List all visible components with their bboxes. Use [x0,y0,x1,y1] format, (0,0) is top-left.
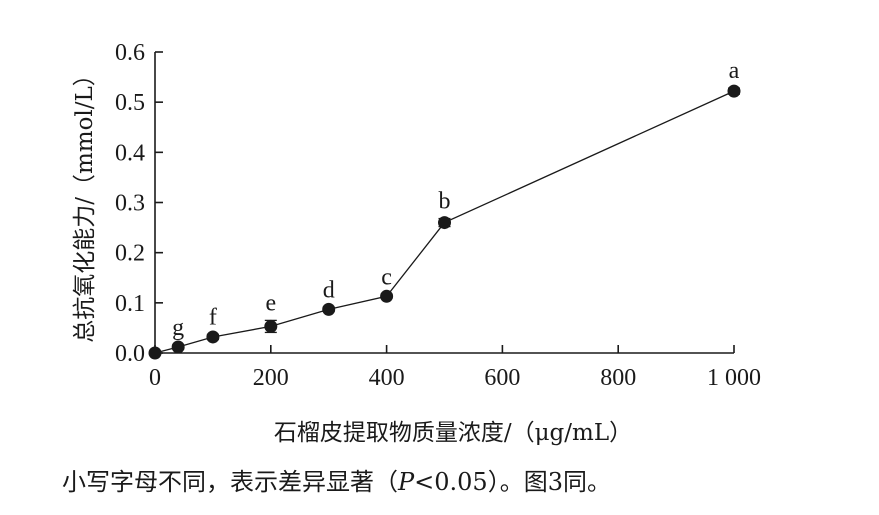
data-point [264,319,278,333]
y-tick-label: 0.1 [115,291,145,317]
y-tick-label: 0.3 [115,191,145,217]
data-point [148,346,162,360]
significance-letter: d [323,277,335,303]
data-point [171,340,185,354]
data-point [438,216,451,230]
data-point [380,289,394,303]
significance-letter: a [729,58,740,84]
y-tick-label: 0.4 [115,140,145,166]
y-axis-title: 总抗氧化能力/（mmol/L） [72,63,98,343]
y-tick-label: 0.5 [115,90,145,116]
data-point [206,330,220,344]
footnote-p-symbol: P [398,468,415,496]
significance-letter: b [439,189,451,215]
footnote-text-before: 小写字母不同，表示差异显著（ [62,468,398,496]
x-tick-label: 400 [369,365,405,391]
x-tick-label: 200 [253,365,289,391]
y-tick-label: 0.0 [115,341,145,367]
axes: 0.0 0.1 0.2 0.3 0.4 0.5 0.6 0 200 400 600 800 1 000 [115,40,761,391]
x-tick-label: 800 [600,365,636,391]
chart: 0.00.10.20.30.40.50.60 200 400 600 800 1 000 … [72,40,761,446]
x-tick-label: 0 [149,365,161,391]
data-marks: g f e d c b a [148,58,741,360]
significance-letter: g [172,315,184,341]
y-tick-label: 0.6 [115,40,145,66]
significance-letter: c [381,264,392,290]
significance-letter: e [265,290,276,316]
significance-letter: f [209,304,217,330]
y-tick-label: 0.2 [115,241,145,267]
footnote-text-after: <0.05）。图3同。 [414,468,611,496]
x-tick-label: 600 [484,365,520,391]
x-axis-title: 石榴皮提取物质量浓度/（μg/mL） [274,420,632,446]
data-point [322,302,336,316]
figure-footnote: 小写字母不同，表示差异显著（P<0.05）。图3同。 [62,462,611,497]
data-point [727,84,741,98]
x-tick-label: 1 000 [707,365,761,391]
